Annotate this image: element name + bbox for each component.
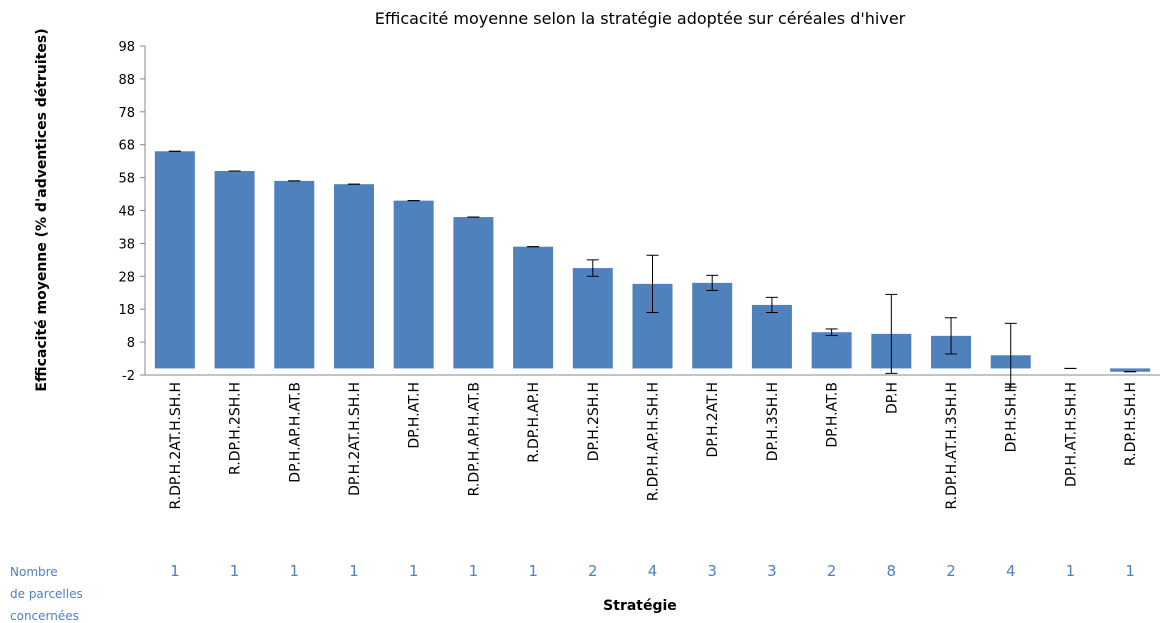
x-tick-label: DP.H.2SH.H: [586, 382, 602, 461]
x-tick-label: DP.H.3SH.H: [765, 382, 781, 461]
bar: [154, 151, 195, 369]
count: 1: [230, 562, 240, 580]
count: 8: [887, 562, 897, 580]
count: 1: [1066, 562, 1076, 580]
count: 4: [1006, 562, 1016, 580]
count-label: de parcelles: [10, 587, 83, 601]
bar: [751, 304, 792, 369]
bar: [393, 200, 434, 369]
x-tick-label: DP.H.AT.H: [407, 382, 423, 449]
count-label: concernées: [10, 609, 79, 623]
count: 1: [469, 562, 479, 580]
y-tick-label: 88: [118, 73, 135, 88]
y-tick-label: 18: [118, 303, 135, 318]
y-tick-label: 98: [118, 40, 135, 55]
y-tick-label: 28: [118, 270, 135, 285]
y-tick-label: 58: [118, 172, 135, 187]
x-tick-label: DP.H: [884, 382, 900, 414]
x-tick-label: R.DP.H.AP.H: [526, 382, 542, 463]
x-tick-label: R.DP.H.AP.H.AT.B: [466, 382, 482, 496]
bar: [453, 217, 494, 369]
bar: [1110, 368, 1151, 372]
y-tick-label: 8: [127, 336, 135, 351]
count: 2: [588, 562, 598, 580]
bar: [513, 246, 554, 369]
bar: [274, 180, 315, 369]
y-tick-label: 48: [118, 205, 135, 220]
y-tick-label: 38: [118, 237, 135, 252]
bar: [572, 268, 613, 369]
count: 2: [946, 562, 956, 580]
y-tick-label: 68: [118, 139, 135, 154]
count: 1: [170, 562, 180, 580]
count: 1: [1125, 562, 1135, 580]
x-tick-label: DP.H.2AT.H: [705, 382, 721, 458]
x-axis-title: Stratégie: [603, 598, 677, 614]
x-tick-label: R.DP.H.2SH.H: [228, 382, 244, 475]
x-tick-label: DP.H.AP.H.AT.B: [287, 382, 303, 483]
x-tick-label: DP.H.SH.H: [1004, 382, 1020, 452]
x-tick-label: R.DP.H.SH.H: [1123, 382, 1139, 466]
count: 1: [409, 562, 419, 580]
y-axis-title: Efficacité moyenne (% d'adventices détru…: [34, 28, 50, 391]
x-tick-label: DP.H.AT.H.SH.H: [1063, 382, 1079, 487]
count: 2: [827, 562, 837, 580]
count: 1: [528, 562, 538, 580]
count: 1: [349, 562, 359, 580]
bar: [333, 184, 374, 369]
bar: [692, 282, 733, 369]
x-tick-label: R.DP.H.AT.H.3SH.H: [944, 382, 960, 510]
count-label: Nombre: [10, 565, 58, 579]
x-tick-label: DP.H.AT.B: [825, 382, 841, 448]
y-tick-label: 78: [118, 106, 135, 121]
bar: [811, 332, 852, 369]
bar: [214, 171, 255, 369]
x-tick-label: R.DP.H.2AT.H.SH.H: [168, 382, 184, 510]
chart-title: Efficacité moyenne selon la stratégie ad…: [375, 9, 906, 28]
count: 4: [648, 562, 658, 580]
count: 3: [767, 562, 777, 580]
x-tick-label: DP.H.2AT.H.SH.H: [347, 382, 363, 496]
y-tick-label: -2: [122, 369, 135, 384]
count: 3: [707, 562, 717, 580]
x-tick-label: R.DP.H.AP.H.SH.H: [646, 382, 662, 501]
count: 1: [289, 562, 299, 580]
